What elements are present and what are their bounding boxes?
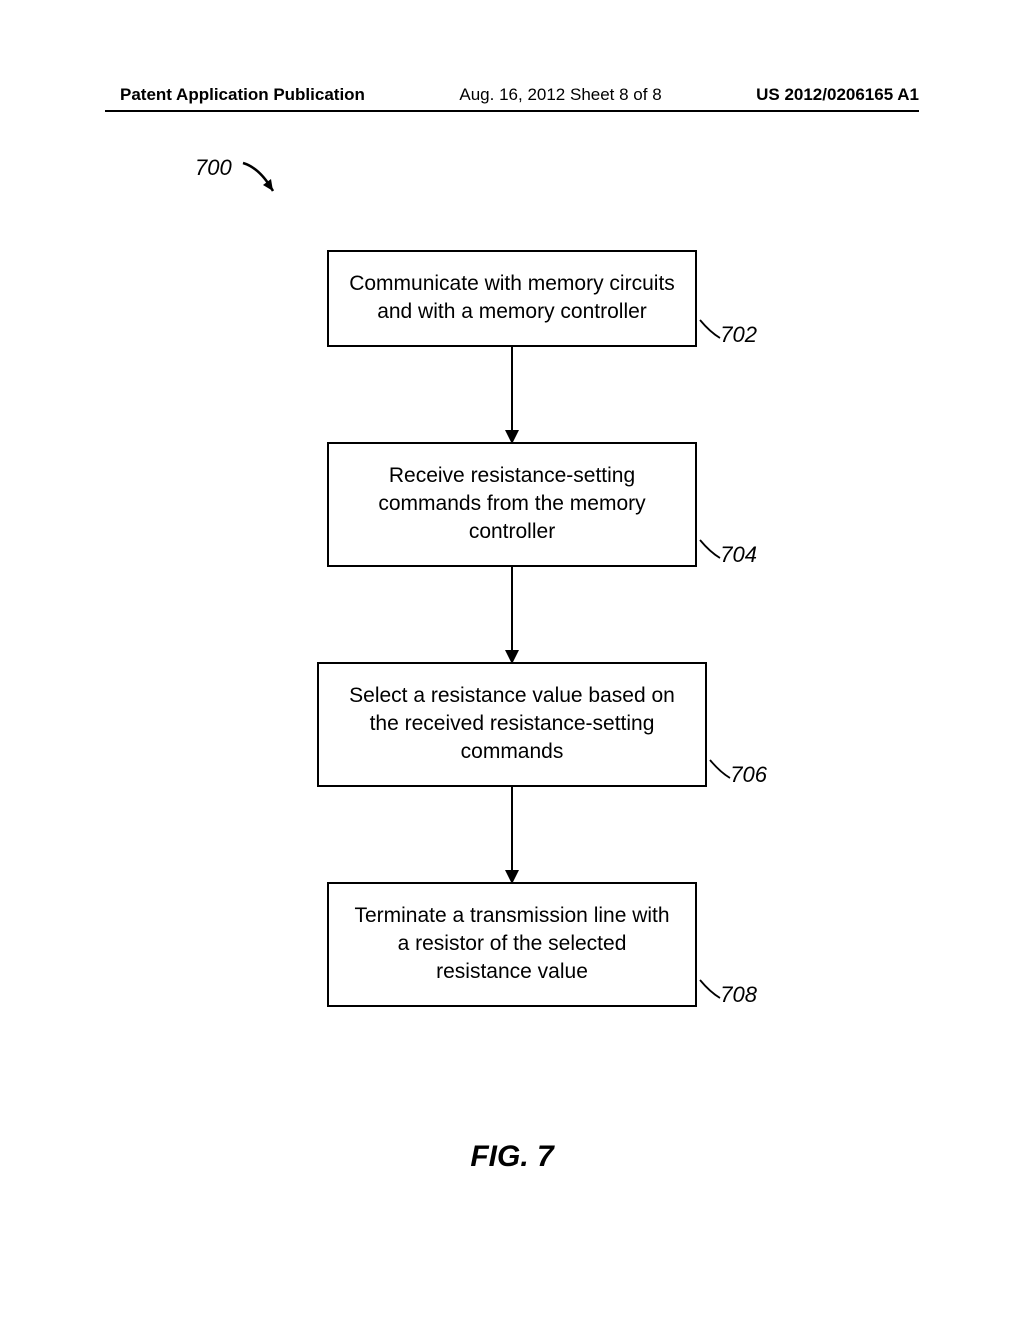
- flow-step-702: Communicate with memory circuits and wit…: [327, 250, 697, 347]
- diagram-reference-700: 700: [195, 155, 232, 181]
- reference-arrow-icon: [238, 158, 288, 208]
- flow-step-706-text: Select a resistance value based on the r…: [349, 684, 675, 764]
- flow-connector: [511, 347, 513, 442]
- ref-label-702: 702: [720, 320, 757, 350]
- flow-step-704-text: Receive resistance-setting commands from…: [378, 464, 645, 544]
- header-patent-number: US 2012/0206165 A1: [756, 85, 919, 105]
- flow-step-708: Terminate a transmission line with a res…: [327, 882, 697, 1007]
- header-divider: [105, 110, 919, 112]
- flow-step-706: Select a resistance value based on the r…: [317, 662, 707, 787]
- flow-step-708-text: Terminate a transmission line with a res…: [354, 904, 669, 984]
- ref-label-704: 704: [720, 540, 757, 570]
- ref-curve-icon: [698, 318, 723, 343]
- ref-curve-icon: [708, 758, 733, 783]
- ref-label-708: 708: [720, 980, 757, 1010]
- header-publication: Patent Application Publication: [120, 85, 365, 105]
- flowchart-container: Communicate with memory circuits and wit…: [0, 250, 1024, 1007]
- header-date-sheet: Aug. 16, 2012 Sheet 8 of 8: [459, 85, 661, 105]
- ref-label-706: 706: [730, 760, 767, 790]
- figure-caption: FIG. 7: [470, 1140, 553, 1174]
- flow-connector: [511, 567, 513, 662]
- ref-curve-icon: [698, 538, 723, 563]
- flow-connector: [511, 787, 513, 882]
- flow-step-704: Receive resistance-setting commands from…: [327, 442, 697, 567]
- flow-step-702-text: Communicate with memory circuits and wit…: [349, 272, 675, 323]
- ref-curve-icon: [698, 978, 723, 1003]
